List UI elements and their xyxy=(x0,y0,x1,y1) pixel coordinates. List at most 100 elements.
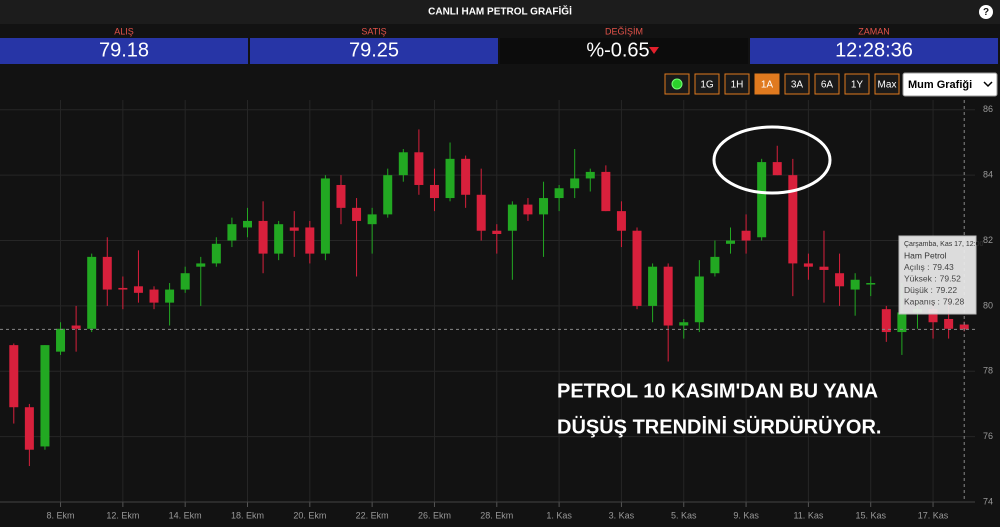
candle-body xyxy=(554,188,564,199)
candle-body xyxy=(24,407,34,450)
candle-body xyxy=(959,324,969,330)
select-arrow[interactable] xyxy=(983,81,993,88)
chart-type-select[interactable] xyxy=(902,72,998,97)
quote-cell xyxy=(500,38,748,64)
y-tick-label: 84 xyxy=(983,170,993,180)
quote-value: %-0.65 xyxy=(586,39,649,61)
tooltip xyxy=(898,235,977,315)
candle-body xyxy=(196,263,206,267)
candle-body xyxy=(803,263,813,267)
y-tick-label: 78 xyxy=(983,366,993,376)
x-tick-label: 11. Kas xyxy=(793,510,823,520)
candle-body xyxy=(897,312,907,333)
tooltip-row-value: 79.22 xyxy=(936,285,958,295)
candle-body xyxy=(180,273,190,290)
candle-body xyxy=(570,178,580,189)
candle-body xyxy=(352,207,362,221)
range-button[interactable] xyxy=(874,73,900,95)
quote-cell xyxy=(250,38,498,64)
candle-body xyxy=(9,345,19,408)
tooltip-name: Ham Petrol xyxy=(904,250,947,260)
candle-body xyxy=(149,289,159,303)
range-button-label[interactable]: Max xyxy=(878,80,897,91)
tooltip-row-label: Düşük : xyxy=(904,285,933,295)
chart-type-label[interactable]: Mum Grafiği xyxy=(908,79,972,91)
y-tick-label: 74 xyxy=(983,496,993,506)
candle-body xyxy=(227,224,237,241)
candle-body xyxy=(367,214,377,225)
candle-body xyxy=(40,345,50,447)
x-tick-label: 18. Ekm xyxy=(231,510,264,520)
range-button[interactable] xyxy=(754,73,780,95)
y-tick-label: 82 xyxy=(983,235,993,245)
candle-body xyxy=(429,184,439,199)
range-button-label[interactable]: 1Y xyxy=(851,80,864,91)
candle-body xyxy=(165,289,175,303)
y-tick-label: 86 xyxy=(983,104,993,114)
candle-body xyxy=(726,240,735,244)
live-dot[interactable] xyxy=(671,78,683,90)
candle-body xyxy=(320,178,330,254)
quote-label: SATIŞ xyxy=(361,26,386,36)
candle-body xyxy=(585,171,595,179)
candle-body xyxy=(56,328,66,352)
x-tick-label: 3. Kas xyxy=(609,510,635,520)
x-tick-label: 1. Kas xyxy=(546,510,572,520)
range-button[interactable] xyxy=(814,73,840,95)
candle-body xyxy=(461,158,471,195)
tooltip-row-value: 79.52 xyxy=(940,274,962,284)
tooltip-row-label: Açılış : xyxy=(904,262,930,272)
quote-label: DEĞİŞİM xyxy=(605,26,643,36)
candle-body xyxy=(414,152,424,185)
candle-body xyxy=(881,309,891,333)
annotation: DÜŞÜŞ TRENDİNİ SÜRDÜRÜYOR. xyxy=(557,415,881,438)
range-button-label[interactable]: 6A xyxy=(821,80,834,91)
candle-body xyxy=(523,204,533,215)
x-tick-label: 22. Ekm xyxy=(356,510,389,520)
candle-body xyxy=(398,152,408,176)
candle-body xyxy=(710,256,720,274)
candle-body xyxy=(648,266,658,306)
candle-body xyxy=(616,211,626,231)
candle-body xyxy=(757,162,767,238)
x-tick-label: 15. Kas xyxy=(855,510,886,520)
candle-body xyxy=(492,230,502,234)
x-tick-label: 5. Kas xyxy=(671,510,697,520)
candle-body xyxy=(694,276,704,323)
range-button[interactable] xyxy=(694,73,720,95)
candle-body xyxy=(835,273,845,287)
x-tick-label: 14. Ekm xyxy=(169,510,202,520)
quote-value: 79.25 xyxy=(349,39,399,61)
tooltip-row: Yüksek :79.52 xyxy=(904,274,961,284)
range-button-label[interactable]: 1H xyxy=(731,80,744,91)
quote-cell xyxy=(0,38,248,64)
y-tick-label: 80 xyxy=(983,300,993,310)
quote-cell xyxy=(750,38,998,64)
candle-body xyxy=(445,158,455,199)
tooltip-row-value: 79.43 xyxy=(933,262,955,272)
candle-body xyxy=(336,184,346,208)
candle-body xyxy=(118,287,128,290)
tooltip-row: Düşük :79.22 xyxy=(904,285,957,295)
candle-body xyxy=(102,256,112,290)
candle-body xyxy=(944,318,954,329)
range-button-label[interactable]: 3A xyxy=(791,80,804,91)
candle-body xyxy=(289,227,299,231)
range-button-label[interactable]: 1A xyxy=(761,80,774,91)
help-text[interactable]: ? xyxy=(983,7,989,18)
range-button-label[interactable]: 1G xyxy=(700,80,714,91)
highlight-ellipse xyxy=(712,125,832,195)
range-button[interactable] xyxy=(844,73,870,95)
candle-body xyxy=(663,266,673,326)
help-icon[interactable] xyxy=(979,5,993,19)
quote-value: 12:28:36 xyxy=(835,39,913,61)
range-button[interactable] xyxy=(784,73,810,95)
candle-body xyxy=(741,230,751,241)
x-tick-label: 28. Ekm xyxy=(480,510,513,520)
range-button[interactable] xyxy=(724,73,750,95)
candle-body xyxy=(819,266,829,270)
candle-body xyxy=(928,309,938,323)
down-arrow xyxy=(649,47,659,54)
x-tick-label: 20. Ekm xyxy=(293,510,326,520)
candle-body xyxy=(211,243,221,264)
